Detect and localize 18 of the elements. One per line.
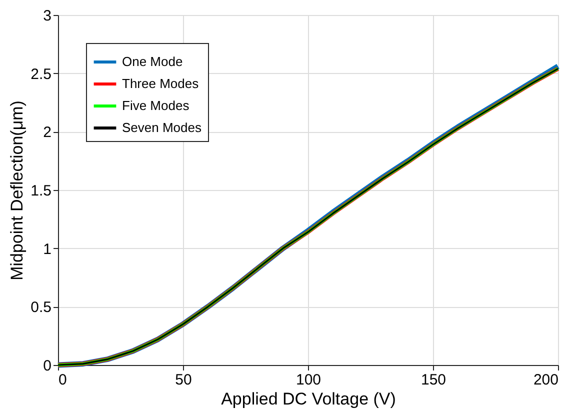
y-tick-label: 2.5 [30, 66, 52, 83]
legend-label: One Mode [122, 54, 183, 69]
legend-label: Seven Modes [122, 120, 202, 135]
y-tick-label: 1.5 [30, 182, 52, 200]
x-tick-label: 50 [175, 372, 192, 388]
legend-label: Three Modes [122, 76, 200, 91]
x-axis-title: Applied DC Voltage (V) [221, 390, 396, 408]
y-tick-label: 2 [43, 124, 52, 142]
y-axis-title: Midpoint Deflection(μm) [8, 100, 27, 280]
y-tick-label: 0 [43, 358, 52, 374]
y-tick-label: 1 [43, 240, 52, 258]
legend-label: Five Modes [122, 98, 190, 113]
y-tick-label: 0.5 [30, 299, 52, 316]
x-tick-label: 100 [296, 372, 322, 388]
x-tick-label: 150 [420, 372, 446, 388]
x-tick-label: 0 [58, 372, 67, 388]
x-tick-label: 200 [533, 372, 558, 388]
y-tick-label: 3 [43, 8, 52, 24]
